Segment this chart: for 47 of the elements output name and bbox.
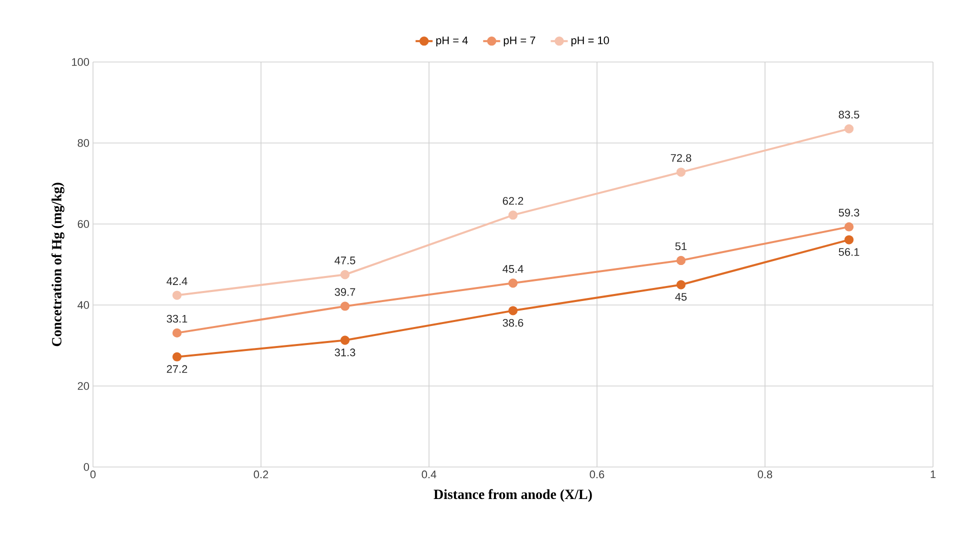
y-tick-label: 60 [78,220,90,228]
y-tick-label: 40 [78,301,90,309]
legend-label: pH = 4 [436,36,468,46]
point [508,210,518,220]
data-label: 83.5 [838,110,860,119]
x-tick-label: 0.2 [254,470,268,478]
point [172,352,182,362]
x-tick-label: 0.6 [590,470,604,478]
data-label: 39.7 [334,288,356,296]
legend-label: pH = 10 [571,36,609,46]
point [340,302,350,311]
point [340,270,350,280]
data-label: 56.1 [838,248,860,256]
point [676,256,686,266]
point [340,336,350,345]
x-tick-label: 1 [930,470,936,478]
point [676,280,686,290]
data-label: 45 [675,293,687,301]
point [508,278,518,288]
data-label: 45.4 [502,265,524,273]
point [508,306,518,316]
data-label: 27.2 [166,365,188,373]
data-label: 42.4 [166,277,188,285]
data-label: 33.1 [166,314,188,323]
point [676,168,686,177]
y-tick-label: 20 [78,382,90,390]
y-tick-label: 0 [84,463,90,471]
data-label: 38.6 [502,318,524,327]
data-label: 62.2 [502,197,524,205]
x-axis-title: Distance from anode (X/L) [434,489,592,502]
legend-label: pH = 7 [504,36,536,46]
data-label: 31.3 [334,348,356,356]
data-label: 47.5 [334,256,356,264]
data-label: 72.8 [670,154,692,162]
y-axis-title: Concetration of Hg (mg/kg) [51,182,64,346]
point [172,290,182,300]
x-tick-label: 0.8 [758,470,772,478]
y-tick-label: 100 [72,58,90,66]
data-label: 51 [675,242,687,250]
y-tick-label: 80 [78,139,90,147]
point [844,235,854,244]
point [172,328,182,338]
x-tick-label: 0.4 [422,470,436,478]
data-label: 59.3 [838,208,860,217]
x-tick-label: 0 [90,470,96,478]
point [844,124,854,134]
point [844,222,854,232]
